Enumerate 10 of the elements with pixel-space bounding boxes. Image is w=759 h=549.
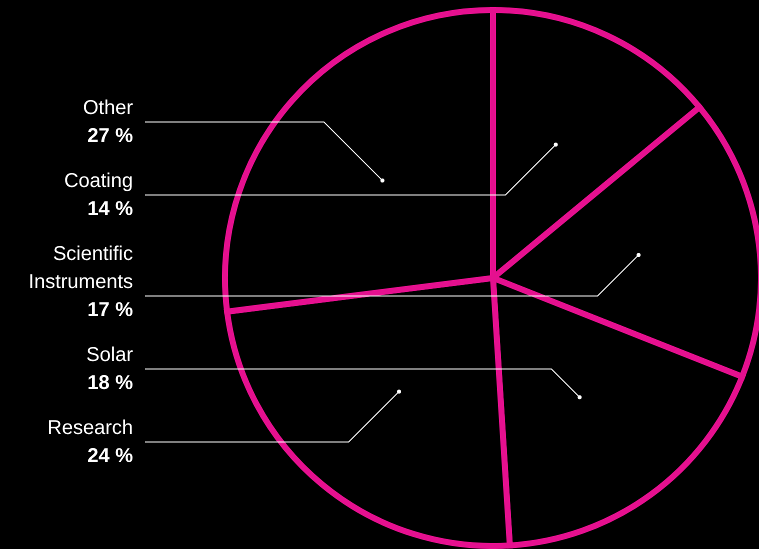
- slice-label: Other: [82, 97, 134, 119]
- data-label: 18 %: [87, 372, 134, 394]
- data-label: 24 %: [87, 445, 134, 467]
- slice-label: Scientific Instruments: [28, 243, 133, 293]
- slice-label: Solar: [86, 344, 134, 366]
- slice-label: Coating: [64, 170, 133, 192]
- data-label: 14 %: [87, 198, 134, 220]
- data-label: 27 %: [87, 125, 134, 147]
- slice-label: Research: [47, 417, 133, 439]
- data-label: 17 %: [87, 299, 134, 321]
